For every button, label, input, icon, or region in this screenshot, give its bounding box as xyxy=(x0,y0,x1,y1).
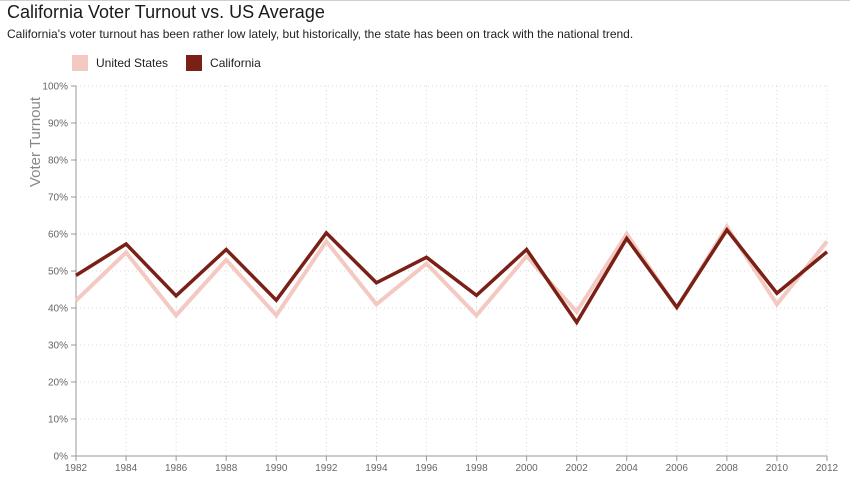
x-tick-label: 2002 xyxy=(566,463,589,474)
y-tick-label: 50% xyxy=(48,267,68,278)
legend-swatch-california xyxy=(186,55,203,71)
y-tick-label: 30% xyxy=(48,341,68,352)
y-tick-label: 90% xyxy=(48,119,68,130)
y-tick-label: 70% xyxy=(48,193,68,204)
x-tick-label: 1990 xyxy=(265,463,288,474)
y-tick-label: 40% xyxy=(48,304,68,315)
y-axis-title: Voter Turnout xyxy=(27,96,44,187)
x-tick-label: 1992 xyxy=(315,463,338,474)
x-tick-label: 2012 xyxy=(816,463,839,474)
legend-item-united-states[interactable]: United States xyxy=(72,55,168,71)
x-tick-label: 2008 xyxy=(716,463,739,474)
x-tick-label: 1994 xyxy=(365,463,388,474)
legend-swatch-united-states xyxy=(72,55,88,71)
y-tick-label: 100% xyxy=(42,82,68,93)
legend: United States California xyxy=(72,55,279,71)
grid xyxy=(76,85,828,456)
y-tick-label: 0% xyxy=(54,452,69,463)
x-tick-label: 1998 xyxy=(465,463,488,474)
y-tick-label: 60% xyxy=(48,230,68,241)
x-tick-label: 1982 xyxy=(65,463,88,474)
chart-title: California Voter Turnout vs. US Average xyxy=(7,2,325,22)
x-tick-label: 1996 xyxy=(415,463,438,474)
legend-label-united-states: United States xyxy=(96,56,169,70)
y-tick-label: 10% xyxy=(48,415,68,426)
y-tick-label: 20% xyxy=(48,378,68,389)
legend-label-california: California xyxy=(210,56,261,70)
x-tick-label: 1988 xyxy=(215,463,238,474)
x-tick-label: 1986 xyxy=(165,463,188,474)
axes: 0% 10% 20% 30% 40% 50% 60% 70% 80% 90% 100% 1982 198… xyxy=(42,82,838,475)
x-tick-label: 2004 xyxy=(616,463,639,474)
x-tick-label: 2010 xyxy=(766,463,789,474)
y-tick-label: 80% xyxy=(48,156,68,167)
x-tick-label: 2000 xyxy=(515,463,538,474)
top-rule xyxy=(0,0,850,1)
series-line-california xyxy=(75,226,829,326)
series xyxy=(74,222,829,326)
chart-subtitle: California's voter turnout has been rath… xyxy=(7,27,634,41)
x-tick-label: 1984 xyxy=(115,463,138,474)
x-tick-label: 2006 xyxy=(666,463,689,474)
legend-item-california[interactable]: California xyxy=(186,55,261,71)
